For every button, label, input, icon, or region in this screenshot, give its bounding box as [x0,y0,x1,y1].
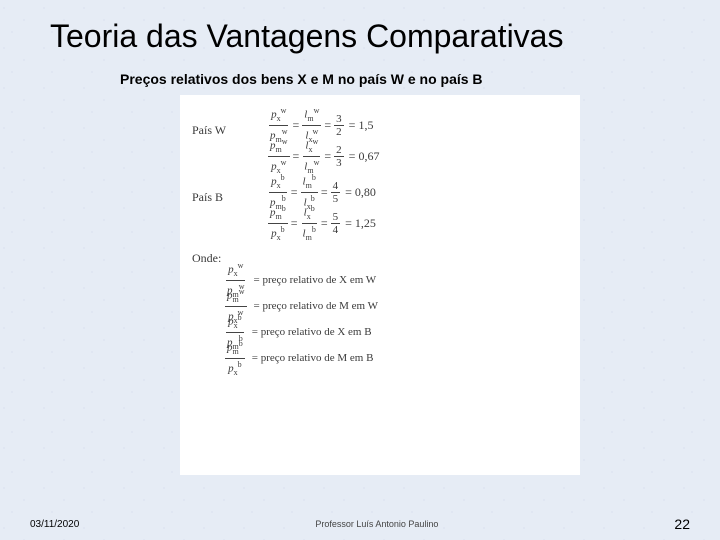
slide-title: Teoria das Vantagens Comparativas [0,0,720,55]
def-2: pmwpxw = preço relativo de M em W [222,294,568,318]
country-w-label: País W [192,109,262,138]
def-3: pxbpmb = preço relativo de X em B [222,320,568,344]
equations-figure: País W pxwpmw = lmwlxw = 32 = 1,5 pmwpxw… [180,95,580,475]
def-4: pmbpxb = preço relativo de M em B [222,346,568,370]
def-1: pxwpmw = preço relativo de X em W [222,268,568,292]
footer-page: 22 [674,516,690,532]
footer-date: 03/11/2020 [30,519,79,530]
eq-w-2: pmwpxw = lxwlmw = 23 = 0,67 [265,141,379,171]
country-b-label: País B [192,176,262,205]
country-w-block: País W pxwpmw = lmwlxw = 32 = 1,5 pmwpxw… [192,109,568,172]
footer: 03/11/2020 Professor Luís Antonio Paulin… [0,516,720,532]
footer-author: Professor Luís Antonio Paulino [315,519,438,529]
onde-label: Onde: [192,251,568,266]
eq-b-2: pmbpxb = lxblmb = 54 = 1,25 [265,208,376,238]
slide-subtitle: Preços relativos dos bens X e M no país … [0,55,720,87]
country-b-block: País B pxbpmb = lmblxb = 45 = 0,80 pmbpx… [192,176,568,239]
